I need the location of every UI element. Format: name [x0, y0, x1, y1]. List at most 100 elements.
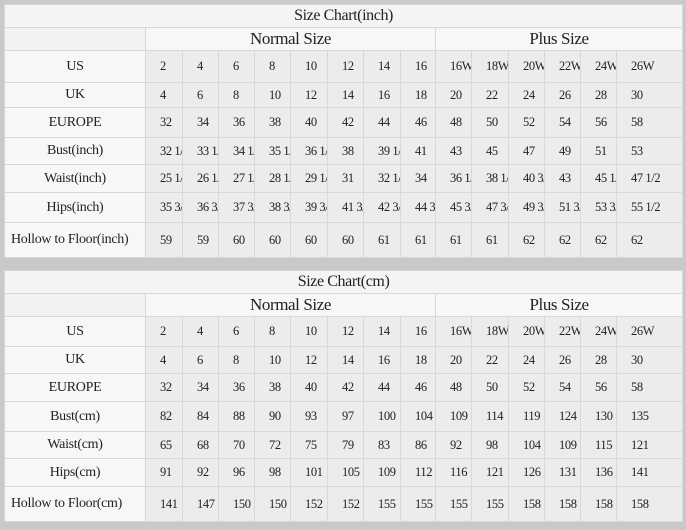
size-cell: 48	[435, 373, 472, 402]
size-cell: 56	[580, 373, 617, 402]
size-cell: 155	[400, 486, 436, 522]
row-label: Bust(cm)	[4, 401, 146, 432]
size-cell: 4	[182, 50, 219, 83]
size-cell: 22	[471, 346, 509, 374]
size-cell: 60	[327, 222, 364, 258]
size-cell: 98	[471, 431, 509, 459]
size-cell: 14	[327, 82, 364, 108]
size-cell: 135	[615, 401, 684, 432]
size-cell: 12	[290, 346, 328, 374]
size-cell: 158	[580, 486, 617, 522]
size-cell: 83	[363, 431, 401, 459]
row-label: Bust(inch)	[4, 137, 146, 165]
size-cell: 131	[544, 458, 581, 487]
size-cell: 16W	[435, 316, 472, 347]
size-cell: 40	[290, 107, 328, 138]
row-label: UK	[4, 346, 146, 374]
size-cell: 22W	[544, 316, 581, 347]
table-row: US 2 4 6 8 10 12 14 16 16W 18W 20W 22W 24W 26W	[4, 50, 684, 83]
size-cell: 10	[290, 50, 328, 83]
size-cell: 28	[580, 82, 617, 108]
size-cell: 42 3/4	[363, 192, 401, 223]
size-cell: 34	[182, 107, 219, 138]
size-cell: 105	[327, 458, 364, 487]
size-cell: 45	[471, 137, 509, 165]
size-cell: 8	[218, 346, 255, 374]
size-cell: 24	[508, 346, 545, 374]
size-cell: 26	[544, 82, 581, 108]
size-cell: 28	[580, 346, 617, 374]
size-cell: 51	[580, 137, 617, 165]
table-row: Bust(inch)32 1/233 1/234 1/235 1/236 1/2…	[4, 137, 684, 165]
size-cell: 14	[363, 316, 401, 347]
size-cell: 59	[145, 222, 183, 258]
row-label: Waist(cm)	[4, 431, 146, 459]
row-label: Hips(cm)	[4, 458, 146, 487]
size-cell: 4	[145, 346, 183, 374]
size-cell: 60	[218, 222, 255, 258]
size-cell: 121	[615, 431, 684, 459]
corner-cell	[4, 27, 146, 51]
size-cell: 41 3/4	[327, 192, 364, 223]
size-cell: 155	[471, 486, 509, 522]
table-row: Hollow to Floor(cm) 141 147 150 150 152 152 155…	[4, 486, 684, 522]
size-cell: 12	[327, 316, 364, 347]
size-cell: 6	[182, 346, 219, 374]
size-cell: 55 1/2	[615, 192, 684, 223]
size-cell: 34	[182, 373, 219, 402]
size-cell: 72	[254, 431, 291, 459]
size-cell: 49	[544, 137, 581, 165]
size-cell: 8	[218, 82, 255, 108]
size-cell: 60	[290, 222, 328, 258]
size-cell: 20W	[508, 316, 545, 347]
size-cell: 112	[400, 458, 436, 487]
size-cell: 8	[254, 316, 291, 347]
size-cell: 20W	[508, 50, 545, 83]
size-cell: 32 1/2	[363, 164, 401, 193]
size-cell: 54	[544, 373, 581, 402]
size-cell: 152	[290, 486, 328, 522]
size-cell: 26W	[615, 316, 684, 347]
normal-size-header: Normal Size	[145, 27, 436, 51]
size-cell: 53 3/4	[580, 192, 617, 223]
table-row: Hips(cm) 91 92 96 98 101 105 109 112 116 121 126 131…	[4, 458, 684, 487]
row-label: Hollow to Floor(cm)	[4, 486, 146, 522]
size-cell: 70	[218, 431, 255, 459]
size-cell: 16W	[435, 50, 472, 83]
size-cell: 8	[254, 50, 291, 83]
row-label: Waist(inch)	[4, 164, 146, 193]
size-cell: 18	[400, 346, 436, 374]
table-row: EUROPE 32 34 36 38 40 42 44 46 48 50 52 54 56 58	[4, 373, 684, 402]
plus-size-header: Plus Size	[434, 27, 684, 51]
size-cell: 155	[363, 486, 401, 522]
size-cell: 126	[508, 458, 545, 487]
size-cell: 29 1/2	[290, 164, 328, 193]
size-cell: 6	[218, 316, 255, 347]
size-cell: 58	[615, 373, 684, 402]
size-cell: 38	[327, 137, 364, 165]
size-cell: 98	[254, 458, 291, 487]
size-cell: 90	[254, 401, 291, 432]
size-cell: 158	[508, 486, 545, 522]
size-cell: 49 3/4	[508, 192, 545, 223]
size-cell: 96	[218, 458, 255, 487]
size-cell: 150	[254, 486, 291, 522]
size-cell: 12	[327, 50, 364, 83]
size-cell: 42	[327, 373, 364, 402]
size-cell: 24W	[580, 50, 617, 83]
size-cell: 40	[290, 373, 328, 402]
size-cell: 43	[544, 164, 581, 193]
size-cell: 60	[254, 222, 291, 258]
size-cell: 130	[580, 401, 617, 432]
table-row: Hips(inch)35 3/436 3/437 3/438 3/439 3/4…	[4, 192, 684, 223]
size-cell: 61	[471, 222, 509, 258]
size-cell: 104	[508, 431, 545, 459]
size-cell: 91	[145, 458, 183, 487]
size-cell: 24W	[580, 316, 617, 347]
size-cell: 18W	[471, 50, 509, 83]
size-cell: 36 3/4	[182, 192, 219, 223]
row-label: US	[4, 316, 146, 347]
size-cell: 53	[615, 137, 684, 165]
table-row: Hollow to Floor(inch) 59 59 60 60 60 60 61 61 61 6…	[4, 222, 684, 258]
size-cell: 38 1/2	[471, 164, 509, 193]
